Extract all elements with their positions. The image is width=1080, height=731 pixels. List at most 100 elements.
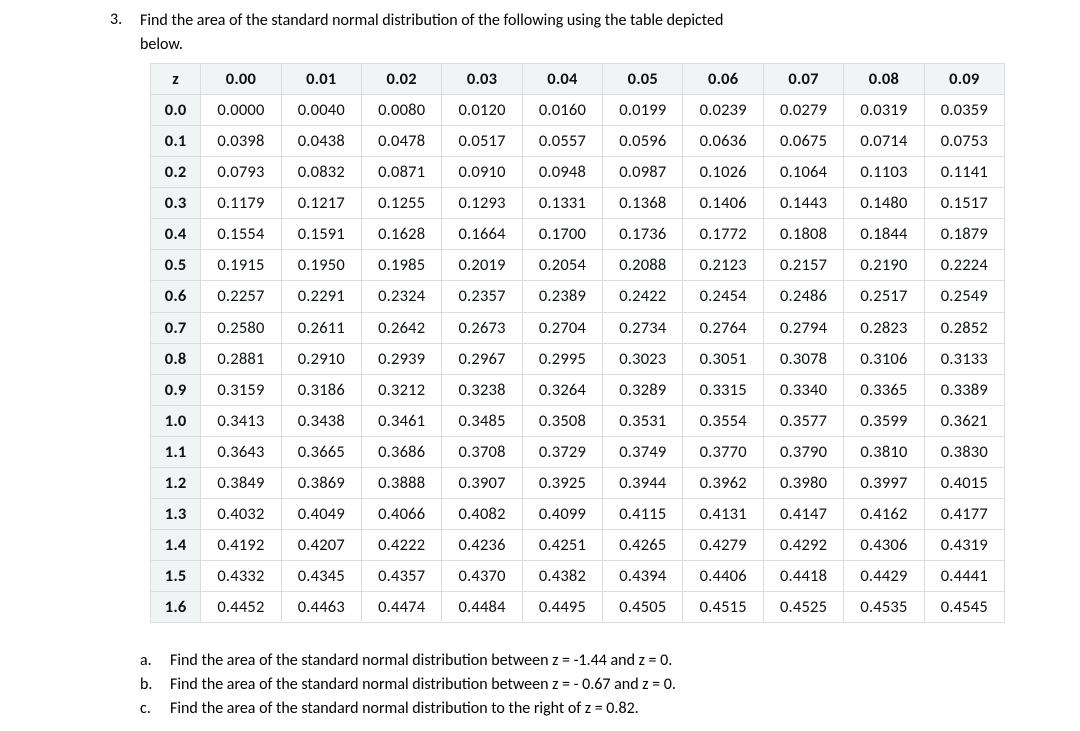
z-cell: 0.3133 bbox=[924, 343, 1004, 374]
z-table-head: z0.000.010.020.030.040.050.060.070.080.0… bbox=[151, 63, 1005, 94]
z-cell: 0.4319 bbox=[924, 530, 1004, 561]
z-cell: 0.2580 bbox=[201, 312, 281, 343]
z-cell: 0.3106 bbox=[844, 343, 924, 374]
z-cell: 0.4463 bbox=[281, 592, 361, 623]
z-cell: 0.3577 bbox=[763, 405, 843, 436]
z-cell: 0.4545 bbox=[924, 592, 1004, 623]
z-cell: 0.0279 bbox=[763, 94, 843, 125]
z-table: z0.000.010.020.030.040.050.060.070.080.0… bbox=[150, 63, 1005, 624]
z-cell: 0.3849 bbox=[201, 468, 281, 499]
z-cell: 0.3212 bbox=[361, 374, 441, 405]
z-cell: 0.2422 bbox=[603, 281, 683, 312]
subpart-label: a. bbox=[140, 649, 170, 673]
z-cell: 0.2123 bbox=[683, 250, 763, 281]
z-cell: 0.1026 bbox=[683, 157, 763, 188]
z-cell: 0.3643 bbox=[201, 436, 281, 467]
z-cell: 0.2967 bbox=[442, 343, 522, 374]
z-cell: 0.3485 bbox=[442, 405, 522, 436]
z-cell: 0.0987 bbox=[603, 157, 683, 188]
col-header: 0.09 bbox=[924, 63, 1004, 94]
z-cell: 0.0596 bbox=[603, 125, 683, 156]
z-cell: 0.4525 bbox=[763, 592, 843, 623]
z-cell: 0.4192 bbox=[201, 530, 281, 561]
subpart-text: Find the area of the standard normal dis… bbox=[170, 649, 1020, 673]
subpart-label: b. bbox=[140, 673, 170, 697]
z-cell: 0.4279 bbox=[683, 530, 763, 561]
z-cell: 0.0080 bbox=[361, 94, 441, 125]
subpart-label: c. bbox=[140, 697, 170, 721]
z-cell: 0.4484 bbox=[442, 592, 522, 623]
z-cell: 0.4357 bbox=[361, 561, 441, 592]
z-cell: 0.3599 bbox=[844, 405, 924, 436]
z-cell: 0.3997 bbox=[844, 468, 924, 499]
z-cell: 0.4406 bbox=[683, 561, 763, 592]
z-cell: 0.1554 bbox=[201, 219, 281, 250]
z-cell: 0.4082 bbox=[442, 499, 522, 530]
z-table-body: 0.00.00000.00400.00800.01200.01600.01990… bbox=[151, 94, 1005, 623]
z-cell: 0.0000 bbox=[201, 94, 281, 125]
z-cell: 0.4222 bbox=[361, 530, 441, 561]
z-cell: 0.1628 bbox=[361, 219, 441, 250]
z-cell: 0.0120 bbox=[442, 94, 522, 125]
question-line-1: Find the area of the standard normal dis… bbox=[140, 10, 1020, 32]
z-cell: 0.4236 bbox=[442, 530, 522, 561]
z-cell: 0.1443 bbox=[763, 188, 843, 219]
z-cell: 0.1844 bbox=[844, 219, 924, 250]
z-cell: 0.2257 bbox=[201, 281, 281, 312]
z-cell: 0.4370 bbox=[442, 561, 522, 592]
z-cell: 0.4032 bbox=[201, 499, 281, 530]
row-header: 1.2 bbox=[151, 468, 201, 499]
row-header: 0.7 bbox=[151, 312, 201, 343]
z-cell: 0.4452 bbox=[201, 592, 281, 623]
row-header: 1.4 bbox=[151, 530, 201, 561]
z-cell: 0.2549 bbox=[924, 281, 1004, 312]
z-cell: 0.1179 bbox=[201, 188, 281, 219]
z-cell: 0.0040 bbox=[281, 94, 361, 125]
z-cell: 0.4429 bbox=[844, 561, 924, 592]
z-cell: 0.4162 bbox=[844, 499, 924, 530]
z-cell: 0.3238 bbox=[442, 374, 522, 405]
row-header: 0.0 bbox=[151, 94, 201, 125]
z-cell: 0.4418 bbox=[763, 561, 843, 592]
row-header: 0.5 bbox=[151, 250, 201, 281]
z-cell: 0.2764 bbox=[683, 312, 763, 343]
z-cell: 0.1368 bbox=[603, 188, 683, 219]
z-cell: 0.3686 bbox=[361, 436, 441, 467]
col-header: 0.07 bbox=[763, 63, 843, 94]
z-cell: 0.2939 bbox=[361, 343, 441, 374]
z-cell: 0.2704 bbox=[522, 312, 602, 343]
z-cell: 0.2088 bbox=[603, 250, 683, 281]
z-cell: 0.4345 bbox=[281, 561, 361, 592]
z-cell: 0.0438 bbox=[281, 125, 361, 156]
z-cell: 0.0832 bbox=[281, 157, 361, 188]
z-cell: 0.4207 bbox=[281, 530, 361, 561]
z-cell: 0.1331 bbox=[522, 188, 602, 219]
z-cell: 0.0239 bbox=[683, 94, 763, 125]
z-cell: 0.3023 bbox=[603, 343, 683, 374]
z-cell: 0.3665 bbox=[281, 436, 361, 467]
z-cell: 0.3925 bbox=[522, 468, 602, 499]
z-cell: 0.4147 bbox=[763, 499, 843, 530]
z-cell: 0.3508 bbox=[522, 405, 602, 436]
z-cell: 0.1700 bbox=[522, 219, 602, 250]
z-cell: 0.3962 bbox=[683, 468, 763, 499]
z-cell: 0.1985 bbox=[361, 250, 441, 281]
z-cell: 0.1141 bbox=[924, 157, 1004, 188]
row-header: 0.8 bbox=[151, 343, 201, 374]
z-cell: 0.1517 bbox=[924, 188, 1004, 219]
z-cell: 0.0910 bbox=[442, 157, 522, 188]
z-cell: 0.3389 bbox=[924, 374, 1004, 405]
z-cell: 0.4394 bbox=[603, 561, 683, 592]
row-header: 0.2 bbox=[151, 157, 201, 188]
z-cell: 0.1808 bbox=[763, 219, 843, 250]
z-cell: 0.3770 bbox=[683, 436, 763, 467]
z-cell: 0.2224 bbox=[924, 250, 1004, 281]
z-cell: 0.4535 bbox=[844, 592, 924, 623]
z-cell: 0.2881 bbox=[201, 343, 281, 374]
row-header: 0.9 bbox=[151, 374, 201, 405]
z-cell: 0.3621 bbox=[924, 405, 1004, 436]
z-cell: 0.0319 bbox=[844, 94, 924, 125]
z-cell: 0.4505 bbox=[603, 592, 683, 623]
z-cell: 0.0517 bbox=[442, 125, 522, 156]
z-cell: 0.4177 bbox=[924, 499, 1004, 530]
